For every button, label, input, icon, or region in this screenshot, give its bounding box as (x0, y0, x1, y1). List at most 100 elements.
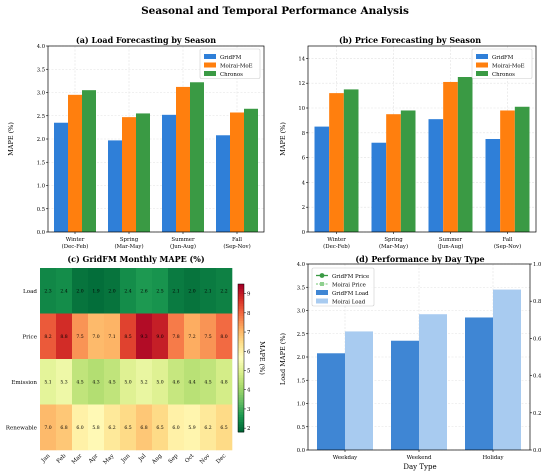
panel-a-xtick-label: Winter (66, 237, 85, 243)
panel-d-legend-swatch (316, 290, 328, 295)
panel-b-bar-gridfm (371, 142, 387, 232)
panel-b-ytick-label: 0 (302, 230, 305, 236)
colorbar-segment (238, 348, 244, 351)
colorbar-segment (238, 395, 244, 398)
heatmap-cell (168, 268, 185, 314)
heatmap-row-label: Load (23, 289, 37, 295)
heatmap-cell (216, 268, 233, 314)
heatmap-cell (88, 404, 105, 451)
colorbar-segment (238, 365, 244, 369)
colorbar-segment (238, 333, 244, 337)
panel-a-bar-chronos (82, 90, 96, 232)
colorbar-tick-label: 6 (247, 349, 251, 355)
colorbar-segment (238, 367, 244, 371)
panel-a-xtick-sublabel: (Sep-Nov) (223, 243, 250, 250)
heatmap-cell-value: 7.1 (108, 334, 115, 340)
heatmap-cell (168, 404, 185, 451)
panel-d-ytick-label: 1.5 (297, 378, 305, 384)
heatmap-cell-value: 8.0 (220, 334, 227, 340)
colorbar-segment (238, 392, 244, 396)
colorbar-segment (238, 407, 244, 411)
panel-d-ytick-label: 3.0 (297, 309, 305, 315)
heatmap-cell-value: 4.3 (92, 380, 99, 386)
panel-a-bar-gridfm (54, 122, 68, 232)
panel-a-xtick-sublabel: (Mar-May) (114, 243, 143, 250)
panel-b-xtick-sublabel: (Sep-Nov) (494, 243, 521, 250)
heatmap-cell-value: 6.5 (220, 425, 227, 431)
panel-a-legend-swatch (204, 71, 216, 76)
heatmap-cell (104, 359, 121, 405)
panel-d-ytick-label: 3.5 (297, 285, 305, 291)
panel-d-xtick-label: Weekend (407, 455, 432, 461)
panel-a-ytick-label: 1.5 (37, 160, 45, 166)
panel-a-xtick-label: Spring (120, 237, 139, 243)
heatmap-col-label: Mar (71, 453, 84, 466)
panel-a-legend-label: Chronos (220, 72, 243, 78)
panel-a-bar-gridfm (108, 140, 122, 232)
heatmap-cell-value: 2.6 (140, 289, 147, 295)
colorbar-segment (238, 362, 244, 366)
panel-a-ytick-label: 1.0 (37, 184, 45, 190)
panel-d-legend-marker (319, 273, 325, 278)
panel-d-legend-swatch (316, 298, 328, 304)
panel-d-xlabel: Day Type (403, 463, 436, 471)
colorbar-segment (238, 338, 244, 342)
colorbar-segment (238, 353, 244, 356)
heatmap-cell-value: 4.6 (172, 380, 179, 386)
colorbar-segment (238, 414, 244, 418)
colorbar-segment (238, 284, 244, 287)
colorbar-segment (238, 318, 244, 322)
heatmap-cell-value: 6.0 (76, 425, 83, 431)
colorbar-tick-label: 7 (247, 330, 251, 336)
colorbar-segment (238, 355, 244, 359)
heatmap-row-label: Emission (11, 380, 37, 386)
heatmap-col-label: Feb (56, 453, 68, 465)
panel-d-legend-marker (320, 282, 324, 286)
colorbar-segment (238, 350, 244, 354)
heatmap-cell (216, 313, 233, 360)
panel-b-xtick-label: Spring (384, 237, 403, 243)
heatmap-cell-value: 7.5 (76, 334, 83, 340)
heatmap-cell-value: 2.4 (60, 289, 67, 295)
panel-a-bar-chronos (244, 108, 258, 232)
heatmap-cell (136, 359, 153, 405)
panel-d-xtick-label: Holiday (482, 455, 504, 461)
panel-a-ytick-label: 0.5 (37, 207, 45, 213)
panel-a-bar-chronos (136, 113, 150, 232)
heatmap-col-label: Sep (168, 453, 180, 465)
panel-d-bar-gridfm-load (465, 317, 493, 450)
colorbar-segment (238, 409, 244, 413)
colorbar-segment (238, 316, 244, 319)
heatmap-cell-value: 2.0 (76, 289, 83, 295)
heatmap-cell (120, 359, 137, 405)
panel-b-xtick-sublabel: (Dec-Feb) (323, 243, 350, 250)
colorbar-tick-label: 5 (247, 368, 251, 374)
panel-a-bar-moirai-moe (122, 117, 136, 232)
panel-b-bar-chronos (400, 110, 416, 232)
heatmap-cell-value: 4.8 (220, 380, 227, 386)
panel-b-bar-chronos (343, 89, 359, 233)
heatmap-cell-value: 6.5 (156, 425, 163, 431)
heatmap-cell-value: 4.5 (108, 380, 115, 386)
heatmap-cell (56, 404, 73, 451)
panel-d-ytick-label: 0.0 (297, 448, 305, 454)
heatmap-col-label: Dec (215, 453, 227, 465)
panel-b-bar-moirai-moe (443, 81, 458, 233)
heatmap-col-label: Nov (199, 453, 212, 466)
panel-a-legend-label: Moirai-MoE (220, 64, 253, 70)
colorbar-label: MAPE (%) (258, 341, 266, 375)
panel-d-y2tick-label: 0.6 (533, 336, 541, 342)
colorbar-segment (238, 380, 244, 384)
panel-a-bar-moirai-moe (68, 94, 82, 232)
colorbar-segment (238, 360, 244, 364)
heatmap-col-label: Oct (184, 453, 196, 465)
heatmap-col-label: Apr (87, 453, 99, 465)
heatmap-cell-value: 5.0 (124, 380, 131, 386)
heatmap-cell (200, 359, 217, 405)
panel-b-xtick-label: Winter (327, 237, 346, 243)
colorbar-segment (238, 328, 244, 332)
panel-b-bar-chronos (457, 77, 473, 232)
colorbar-segment (238, 330, 244, 334)
heatmap-cell-value: 2.3 (44, 289, 51, 295)
